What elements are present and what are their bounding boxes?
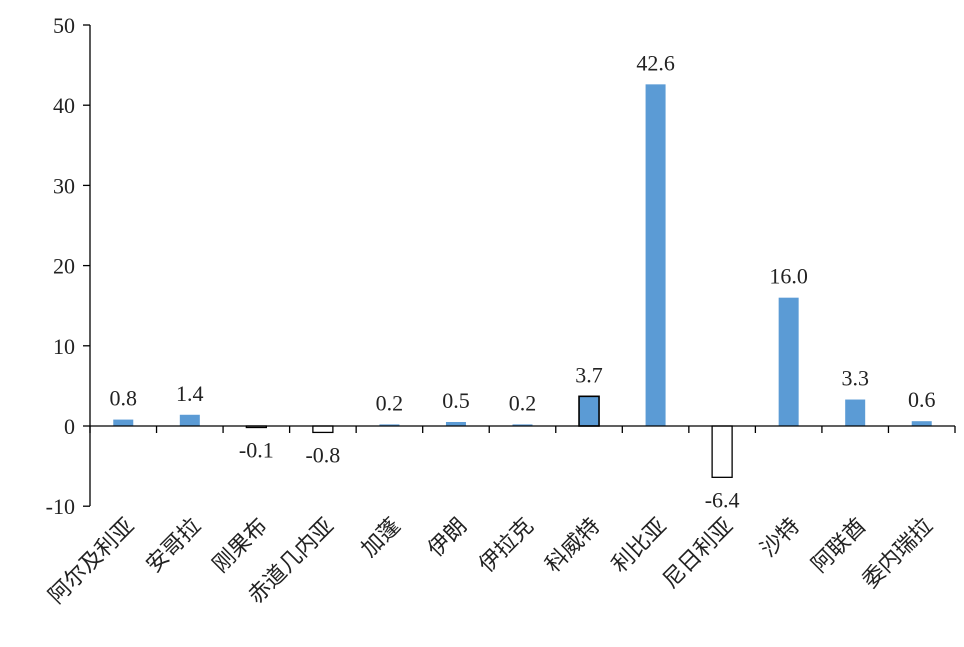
data-label: -0.1	[239, 438, 274, 463]
data-label: 0.2	[509, 390, 537, 415]
category-label: 刚果布	[208, 514, 272, 578]
category-label: 阿尔及利亚	[44, 514, 139, 609]
y-tick-label: -10	[46, 494, 75, 519]
data-label: -6.4	[705, 487, 740, 512]
bar	[312, 425, 334, 434]
category-label: 安哥拉	[142, 514, 206, 578]
bar	[113, 419, 134, 426]
category-label: 阿联酋	[807, 514, 871, 578]
y-tick-label: 40	[53, 93, 75, 118]
y-tick-label: 0	[64, 414, 75, 439]
bar	[711, 425, 733, 478]
bar	[911, 421, 932, 426]
data-label: 3.7	[575, 362, 603, 387]
category-label: 科威特	[541, 514, 605, 578]
category-label: 沙特	[756, 514, 805, 563]
data-label: -0.8	[305, 442, 340, 467]
data-label: 16.0	[769, 264, 808, 289]
bar	[379, 424, 400, 426]
data-label: 0.2	[376, 390, 404, 415]
category-label: 利比亚	[607, 514, 671, 578]
data-label: 0.5	[442, 388, 470, 413]
y-tick-label: 10	[53, 334, 75, 359]
category-label: 伊朗	[423, 514, 472, 563]
y-axis: -10 0 10 20 30 40 50	[46, 13, 91, 519]
x-axis	[89, 425, 956, 433]
data-label: 0.6	[908, 387, 936, 412]
category-label: 尼日利亚	[658, 514, 738, 594]
data-label: 3.3	[841, 366, 869, 391]
bar	[778, 297, 799, 426]
bar	[179, 414, 200, 426]
bar	[512, 424, 533, 426]
category-label: 委内瑞拉	[858, 514, 938, 594]
category-label: 伊拉克	[474, 514, 538, 578]
bar	[578, 395, 600, 427]
y-tick-label: 20	[53, 254, 75, 279]
y-tick-label: 30	[53, 173, 75, 198]
bar	[645, 84, 666, 427]
bar	[845, 399, 866, 426]
data-labels: 0.8 1.4 -0.1 -0.8 0.2 0.5 0.2 3.7 42.6 -6.4 16.0 3.…	[110, 50, 936, 512]
bar	[445, 421, 466, 426]
bars	[113, 84, 932, 478]
category-label: 加蓬	[357, 514, 406, 563]
data-label: 0.8	[110, 386, 138, 411]
y-tick-label: 50	[53, 13, 75, 38]
data-label: 1.4	[176, 381, 204, 406]
data-label: 42.6	[636, 50, 675, 75]
